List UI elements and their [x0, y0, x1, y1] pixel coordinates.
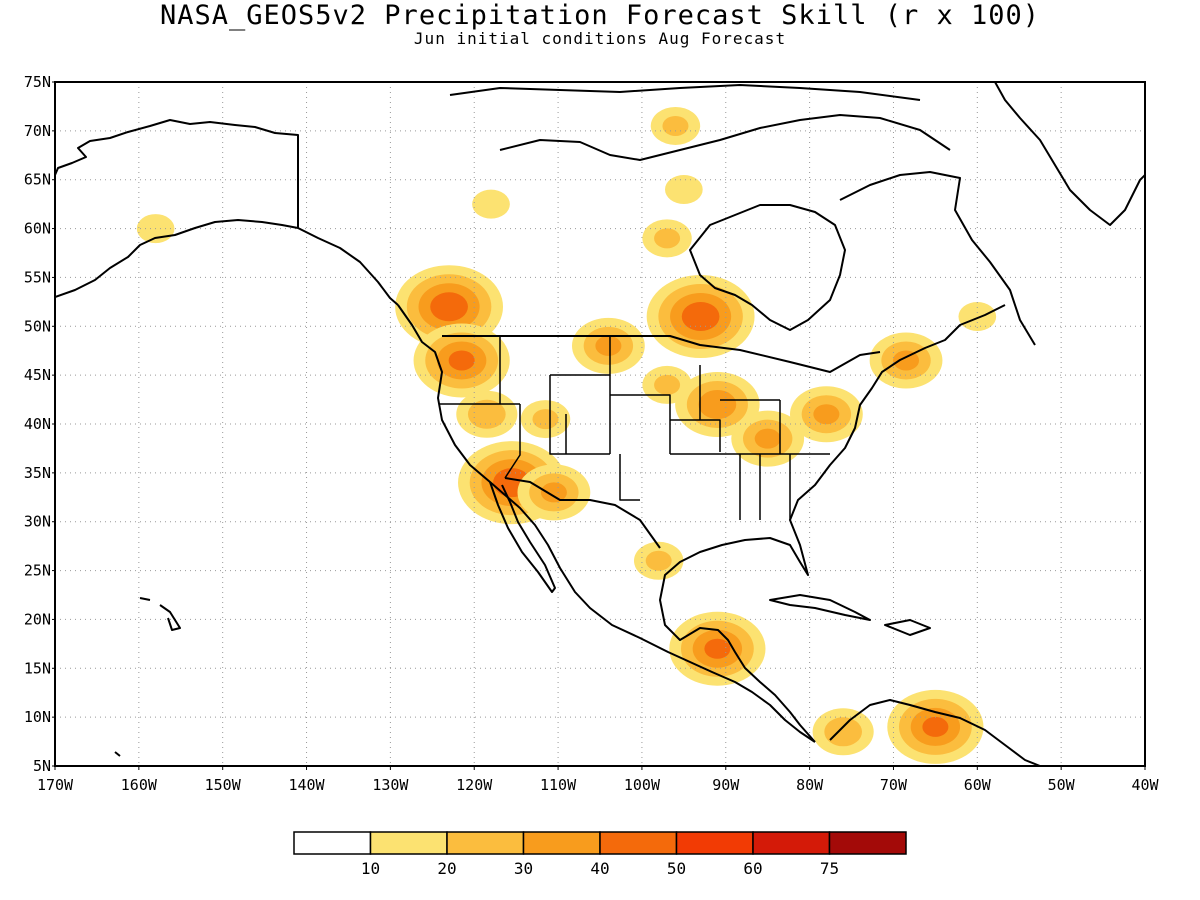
cuba-coast — [769, 594, 871, 621]
state-borders — [440, 336, 830, 520]
latitude-labels: 75N 70N 65N 60N 55N 50N 45N 40N 35N 30N 25N 20N 15N 1… — [24, 73, 55, 775]
graticule-grid — [55, 82, 1145, 766]
skill-region-20 — [662, 115, 689, 136]
colorbar-swatch — [293, 831, 372, 855]
south-america-coast — [829, 699, 1041, 766]
colorbar-swatch — [369, 831, 448, 855]
colorbar-label: 75 — [820, 859, 839, 878]
greenland-coast — [994, 82, 1145, 226]
lat-tick-label: 55N — [24, 268, 51, 286]
skill-region-2 — [467, 399, 506, 429]
hudson-bay-coast — [689, 204, 846, 331]
colorbar-label: 50 — [667, 859, 686, 878]
labrador-coast — [839, 171, 1036, 346]
colorbar: 10 20 30 40 50 60 75 — [293, 831, 907, 878]
lat-tick-label: 25N — [24, 562, 51, 580]
lat-tick-label: 75N — [24, 73, 51, 91]
lat-tick-label: 65N — [24, 171, 51, 189]
skill-region-16 — [922, 716, 949, 737]
skill-region-1 — [448, 350, 475, 371]
skill-region-7 — [681, 302, 720, 332]
lon-tick-label: 140W — [288, 776, 325, 794]
skill-region-0 — [430, 292, 468, 322]
skill-region-18 — [472, 189, 510, 219]
lon-tick-label: 170W — [37, 776, 74, 794]
skill-region-19 — [664, 174, 703, 204]
skill-region-13 — [645, 550, 672, 571]
skill-region-9 — [698, 389, 737, 419]
lat-tick-label: 70N — [24, 122, 51, 140]
skill-region-15 — [824, 717, 863, 747]
lat-tick-label: 15N — [24, 659, 51, 677]
lat-tick-label: 5N — [33, 757, 51, 775]
lon-tick-label: 160W — [121, 776, 158, 794]
skill-region-11 — [813, 404, 840, 425]
baja-coast — [489, 481, 556, 593]
alaska-north-coast — [55, 119, 299, 228]
skill-region-14 — [704, 638, 731, 659]
lon-tick-label: 110W — [540, 776, 577, 794]
lon-tick-label: 70W — [880, 776, 908, 794]
lon-tick-label: 90W — [712, 776, 740, 794]
alaska-coast — [55, 219, 399, 306]
gulf-coast — [659, 304, 1006, 743]
colorbar-swatch — [675, 831, 754, 855]
skill-region-5 — [532, 409, 559, 430]
skill-region-12 — [893, 350, 920, 371]
lat-tick-label: 40N — [24, 415, 51, 433]
coastlines-and-borders — [55, 82, 1145, 766]
skill-region-17 — [654, 228, 681, 249]
lon-tick-label: 40W — [1131, 776, 1159, 794]
lon-tick-label: 130W — [372, 776, 409, 794]
hispaniola-coast — [884, 619, 931, 636]
skill-region-10 — [754, 428, 781, 449]
colorbar-label: 10 — [361, 859, 380, 878]
colorbar-label: 20 — [437, 859, 456, 878]
colorbar-swatch — [752, 831, 831, 855]
hawaii-islands — [114, 597, 181, 757]
colorbar-label: 30 — [514, 859, 533, 878]
map-title: NASA_GEOS5v2 Precipitation Forecast Skil… — [159, 0, 1041, 31]
colorbar-swatch — [828, 831, 907, 855]
us-canada-border — [442, 335, 881, 373]
lon-tick-label: 100W — [624, 776, 661, 794]
pacific-coast — [397, 304, 816, 743]
colorbar-label: 40 — [590, 859, 609, 878]
colorbar-label: 60 — [743, 859, 762, 878]
arctic-islands — [499, 114, 951, 161]
skill-region-8 — [654, 374, 681, 395]
lon-tick-label: 60W — [964, 776, 992, 794]
lat-tick-label: 35N — [24, 464, 51, 482]
longitude-labels: 170W 160W 150W 140W 130W 120W 110W 100W 90W 80W 70… — [37, 766, 1160, 794]
skill-region-4 — [540, 482, 567, 503]
lat-tick-label: 60N — [24, 220, 51, 238]
map-subtitle: Jun initial conditions Aug Forecast — [413, 29, 787, 48]
arctic-islands-2 — [449, 84, 921, 101]
colorbar-swatch — [446, 831, 525, 855]
lat-tick-label: 50N — [24, 317, 51, 335]
lon-tick-label: 150W — [205, 776, 242, 794]
lat-tick-label: 30N — [24, 513, 51, 531]
lat-tick-label: 45N — [24, 366, 51, 384]
us-mexico-border — [504, 477, 661, 549]
lat-tick-label: 10N — [24, 708, 51, 726]
skill-region-21 — [958, 302, 997, 332]
colorbar-swatch — [599, 831, 678, 855]
lat-tick-label: 20N — [24, 610, 51, 628]
lon-tick-label: 50W — [1048, 776, 1076, 794]
lon-tick-label: 80W — [796, 776, 824, 794]
colorbar-swatch — [522, 831, 601, 855]
lon-tick-label: 120W — [456, 776, 493, 794]
skill-region-6 — [595, 335, 622, 356]
